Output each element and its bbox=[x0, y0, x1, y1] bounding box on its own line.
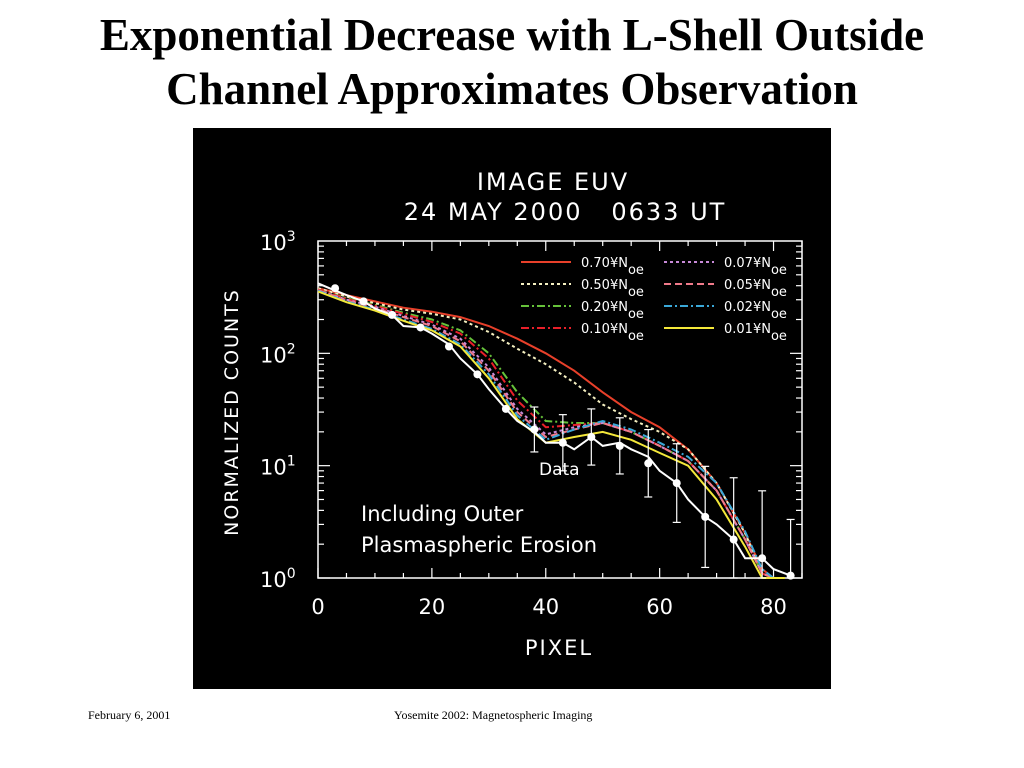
legend-label: 0.10¥Noe bbox=[581, 322, 644, 344]
y-tick-exponent: 2 bbox=[287, 341, 296, 357]
x-tick-label: 40 bbox=[532, 595, 559, 619]
x-tick-label: 20 bbox=[419, 595, 446, 619]
legend-label: 0.01¥Noe bbox=[724, 322, 787, 344]
data-group bbox=[317, 282, 795, 580]
x-tick-label: 60 bbox=[646, 595, 673, 619]
legend-label: 0.50¥Noe bbox=[581, 278, 644, 300]
chart-title-line2: 24 MAY 2000 0633 UT bbox=[404, 198, 727, 226]
slide-title: Exponential Decrease with L-Shell Outsid… bbox=[0, 8, 1024, 116]
annotation-line2: Plasmaspheric Erosion bbox=[361, 533, 597, 557]
data-label: Data bbox=[539, 460, 580, 480]
slide-title-line2: Channel Approximates Observation bbox=[166, 64, 858, 114]
data-point bbox=[359, 297, 368, 306]
legend-subscript: oe bbox=[628, 329, 644, 344]
data-point bbox=[416, 323, 425, 332]
data-point bbox=[729, 535, 738, 544]
data-point bbox=[530, 425, 539, 434]
data-point bbox=[758, 554, 767, 563]
series-line bbox=[317, 288, 785, 579]
footer-center: Yosemite 2002: Magnetospheric Imaging bbox=[394, 708, 593, 722]
y-tick-label: 103 bbox=[260, 229, 296, 255]
legend-label: 0.07¥Noe bbox=[724, 256, 787, 278]
data-point bbox=[786, 571, 795, 580]
data-line bbox=[317, 282, 791, 577]
legend-subscript: oe bbox=[771, 307, 787, 322]
chart-figure: IMAGE EUV 24 MAY 2000 0633 UT 0 20 40 60 80 1… bbox=[193, 128, 831, 689]
data-point bbox=[672, 479, 681, 488]
y-tick-label: 101 bbox=[260, 454, 296, 480]
legend-label: 0.70¥Noe bbox=[581, 256, 644, 278]
slide-title-line1: Exponential Decrease with L-Shell Outsid… bbox=[99, 10, 925, 60]
data-point bbox=[501, 404, 510, 413]
x-tick-label: 0 bbox=[311, 595, 324, 619]
data-point bbox=[473, 370, 482, 379]
legend-subscript: oe bbox=[628, 285, 644, 300]
chart-title-line1: IMAGE EUV bbox=[477, 168, 629, 196]
y-tick-label: 102 bbox=[260, 341, 296, 367]
x-axis-label: PIXEL bbox=[525, 636, 593, 660]
y-tick-exponent: 0 bbox=[287, 566, 296, 582]
plot-frame bbox=[317, 240, 803, 579]
data-point bbox=[444, 342, 453, 351]
data-point bbox=[331, 284, 340, 293]
chart-svg: IMAGE EUV 24 MAY 2000 0633 UT 0 20 40 60 801… bbox=[221, 168, 803, 660]
data-point bbox=[644, 459, 653, 468]
series-line bbox=[317, 289, 785, 579]
y-axis-label: NORMALIZED COUNTS bbox=[221, 288, 243, 536]
annotation-line1: Including Outer bbox=[361, 502, 524, 526]
data-point bbox=[701, 512, 710, 521]
data-point bbox=[615, 441, 624, 450]
y-tick-exponent: 1 bbox=[287, 454, 296, 470]
y-tick-exponent: 3 bbox=[287, 229, 296, 245]
y-tick-label: 100 bbox=[260, 566, 296, 592]
x-tick-label: 80 bbox=[760, 595, 787, 619]
data-point bbox=[587, 432, 596, 441]
legend-label: 0.20¥Noe bbox=[581, 300, 644, 322]
series-lines-group bbox=[317, 287, 785, 579]
legend-subscript: oe bbox=[771, 329, 787, 344]
legend-subscript: oe bbox=[771, 263, 787, 278]
data-point bbox=[388, 310, 397, 319]
data-point bbox=[558, 438, 567, 447]
legend-subscript: oe bbox=[628, 263, 644, 278]
legend-subscript: oe bbox=[771, 285, 787, 300]
legend-label: 0.05¥Noe bbox=[724, 278, 787, 300]
legend-subscript: oe bbox=[628, 307, 644, 322]
series-line bbox=[317, 290, 785, 579]
legend-label: 0.02¥Noe bbox=[724, 300, 787, 322]
footer-date: February 6, 2001 bbox=[88, 708, 171, 722]
